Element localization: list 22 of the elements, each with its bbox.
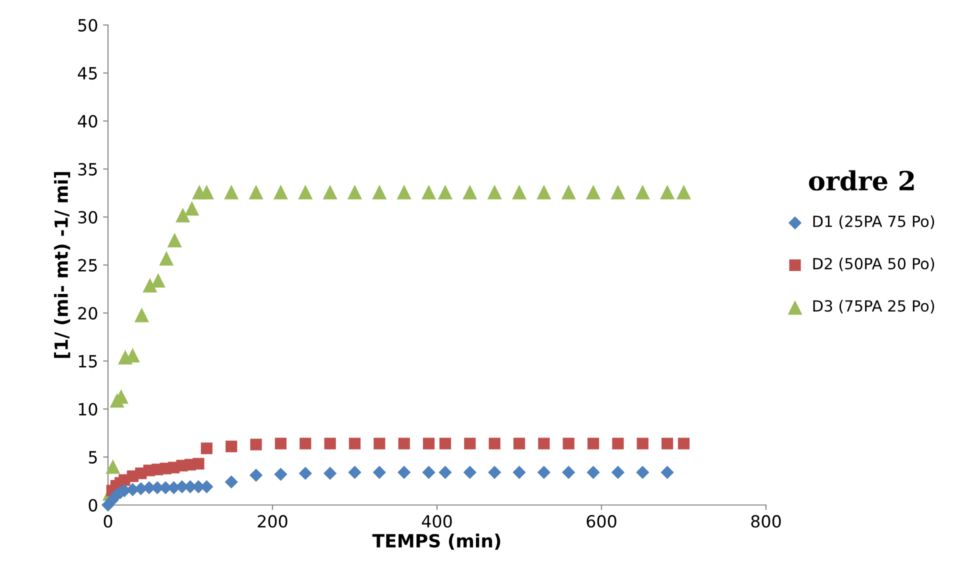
y-tick-label: 30	[78, 210, 98, 224]
y-tick-label: 20	[78, 306, 98, 320]
y-tick-label: 45	[78, 67, 97, 80]
y-tick-label: 5	[88, 451, 97, 464]
legend-label: D3 (75PA 25 Po)	[813, 300, 934, 314]
legend-label: D2 (50PA 50 Po)	[813, 258, 934, 272]
y-tick-label: 15	[78, 355, 97, 368]
legend-label: D1 (25PA 75 Po)	[813, 215, 934, 229]
x-tick-label: 800	[751, 515, 781, 528]
x-tick-label: 600	[586, 515, 616, 528]
x-tick-label: 400	[422, 515, 452, 528]
text: ordre 2	[808, 170, 914, 191]
x-tick-label: 200	[258, 515, 288, 528]
y-axis-title: [1/ (mi- mt) -1/ mi]	[54, 172, 70, 358]
y-tick-label: 40	[78, 114, 98, 128]
y-tick-label: 35	[78, 162, 97, 176]
x-axis-title: TEMPS (min)	[372, 534, 500, 550]
y-tick-label: 25	[78, 258, 97, 272]
x-tick-label: 0	[104, 515, 112, 528]
y-tick-label: 0	[88, 498, 98, 512]
y-tick-label: 50	[78, 18, 98, 32]
y-tick-label: 10	[78, 402, 98, 416]
